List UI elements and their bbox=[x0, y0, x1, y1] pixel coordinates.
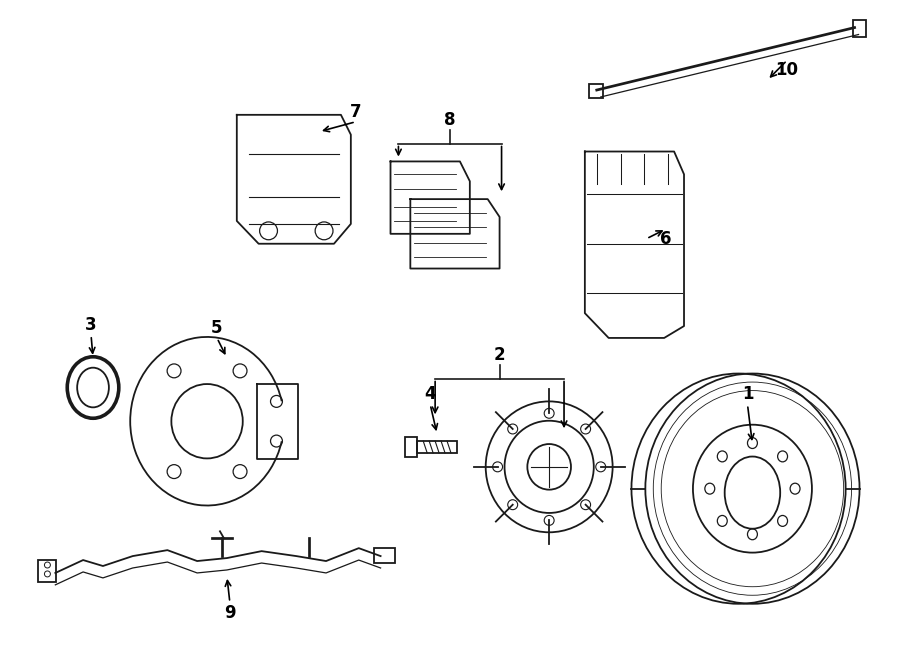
Text: 2: 2 bbox=[494, 346, 506, 364]
Text: 8: 8 bbox=[445, 111, 455, 129]
Text: 10: 10 bbox=[776, 61, 798, 79]
Text: 5: 5 bbox=[212, 319, 222, 337]
Text: 4: 4 bbox=[425, 385, 436, 403]
Text: 3: 3 bbox=[86, 316, 97, 334]
Text: 6: 6 bbox=[661, 230, 672, 248]
Text: 9: 9 bbox=[224, 603, 236, 621]
Text: 7: 7 bbox=[350, 103, 362, 121]
Text: 1: 1 bbox=[742, 385, 753, 403]
